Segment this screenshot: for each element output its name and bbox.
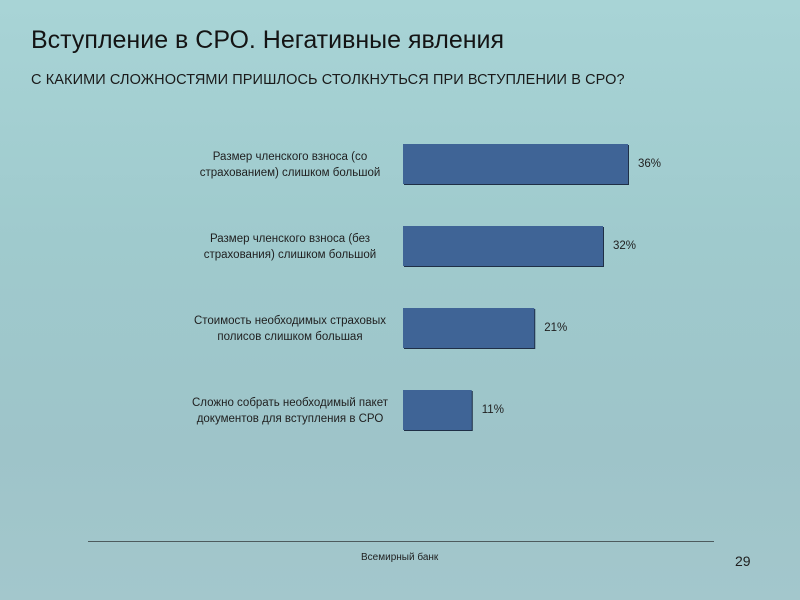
slide-title: Вступление в СРО. Негативные явления — [31, 26, 505, 54]
bar-value-label: 11% — [482, 404, 504, 416]
category-label-line: страхованием) слишком большой — [200, 167, 381, 179]
category-label-line: Размер членского взноса (без — [210, 233, 370, 245]
category-label: Сложно собрать необходимый пакет документ… — [192, 397, 389, 425]
category-label: Стоимость необходимых страховых полисов с… — [194, 315, 386, 343]
bar — [403, 226, 603, 266]
bar-value-label: 21% — [544, 322, 567, 334]
bar-group: 21% Стоимость необходимых страховых полисо… — [194, 308, 567, 349]
bar — [403, 308, 535, 348]
bar-value-label: 36% — [638, 158, 661, 170]
bar — [403, 144, 628, 184]
category-label-line: документов для вступления в СРО — [197, 413, 384, 425]
category-label: Размер членского взноса (со страхованием)… — [200, 151, 381, 179]
category-label-line: Стоимость необходимых страховых — [194, 315, 386, 327]
footer-divider — [88, 541, 714, 542]
bar-group: 36% Размер членского взноса (со страховани… — [200, 144, 661, 185]
slide-subtitle: С КАКИМИ СЛОЖНОСТЯМИ ПРИШЛОСЬ СТОЛКНУТЬС… — [31, 72, 625, 88]
bar — [403, 390, 472, 430]
bar-value-label: 32% — [613, 240, 636, 252]
category-label-line: полисов слишком большая — [217, 331, 362, 343]
page-number: 29 — [735, 553, 751, 569]
bar-group: 32% Размер членского взноса (без страхован… — [204, 226, 636, 267]
category-label-line: Размер членского взноса (со — [213, 151, 367, 163]
category-label-line: страхования) слишком большой — [204, 249, 376, 261]
category-label-line: Сложно собрать необходимый пакет — [192, 397, 389, 409]
category-label: Размер членского взноса (без страхования)… — [204, 233, 376, 261]
footer-source: Всемирный банк — [361, 552, 439, 563]
bar-group: 11% Сложно собрать необходимый пакет докум… — [192, 390, 504, 431]
